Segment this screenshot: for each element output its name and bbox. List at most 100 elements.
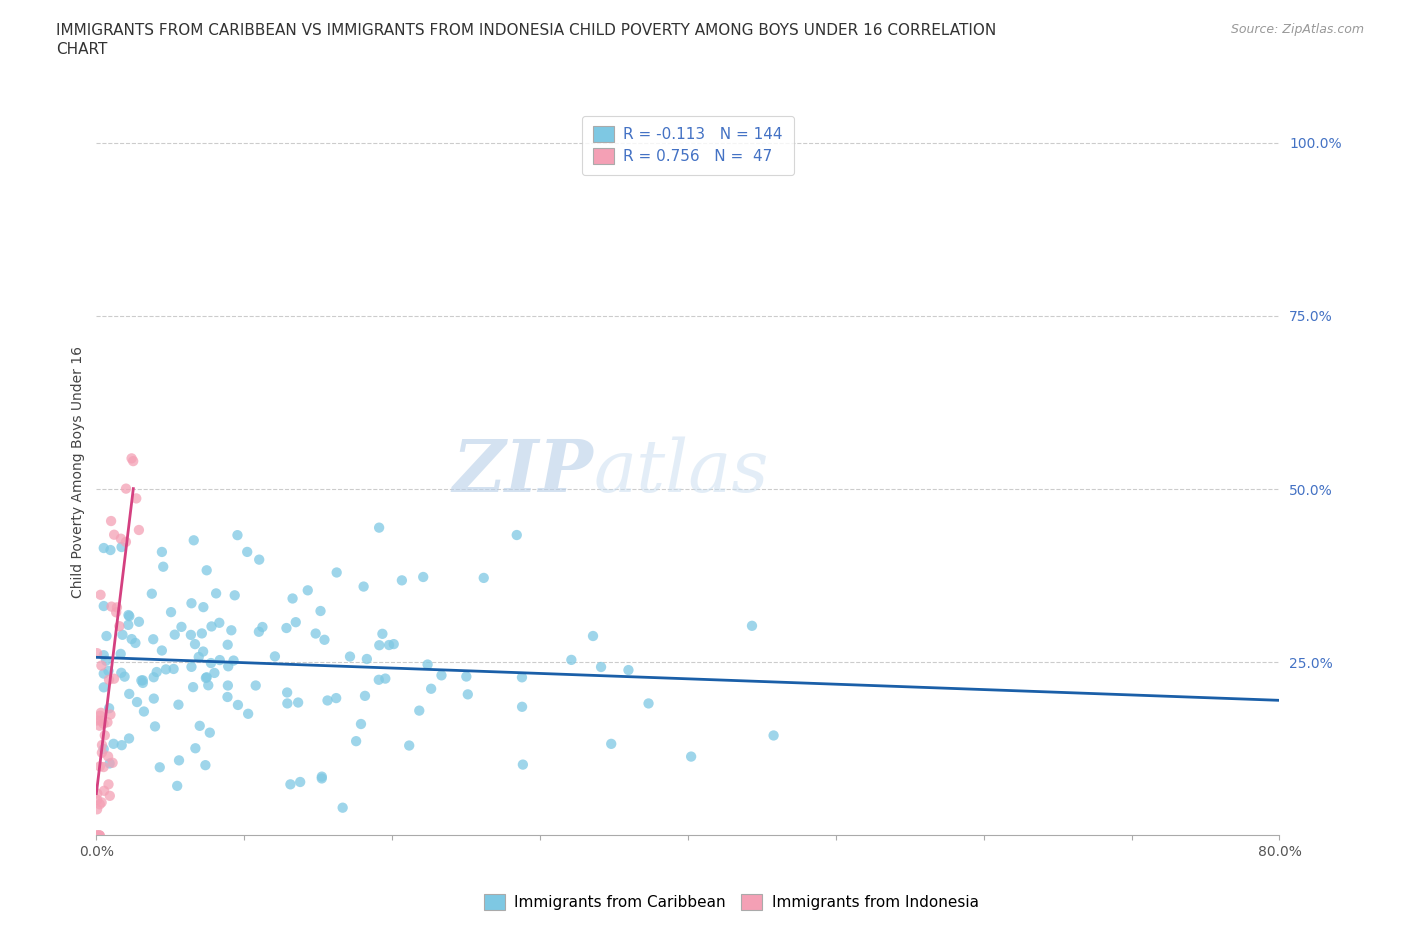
- Point: [86, 802, 108, 817]
- Point: [183, 533, 205, 548]
- Point: [98, 701, 121, 716]
- Text: Source: ZipAtlas.com: Source: ZipAtlas.com: [1230, 23, 1364, 36]
- Point: [582, 629, 605, 644]
- Point: [560, 653, 582, 668]
- Point: [86, 713, 108, 728]
- Legend: R = -0.113   N = 144, R = 0.756   N =  47: R = -0.113 N = 144, R = 0.756 N = 47: [582, 115, 793, 175]
- Point: [264, 649, 287, 664]
- Point: [96, 715, 118, 730]
- Point: [111, 737, 134, 752]
- Point: [217, 678, 239, 693]
- Point: [226, 698, 249, 712]
- Point: [124, 635, 146, 650]
- Point: [188, 718, 211, 733]
- Point: [101, 755, 124, 770]
- Point: [339, 649, 361, 664]
- Point: [276, 696, 298, 711]
- Point: [150, 544, 173, 559]
- Point: [236, 707, 259, 722]
- Point: [132, 673, 155, 688]
- Point: [344, 734, 367, 749]
- Point: [117, 607, 139, 622]
- Point: [90, 705, 112, 720]
- Point: [125, 695, 148, 710]
- Point: [132, 704, 155, 719]
- Point: [103, 527, 125, 542]
- Point: [108, 618, 131, 633]
- Text: IMMIGRANTS FROM CARIBBEAN VS IMMIGRANTS FROM INDONESIA CHILD POVERTY AMONG BOYS : IMMIGRANTS FROM CARIBBEAN VS IMMIGRANTS …: [56, 23, 997, 38]
- Point: [457, 687, 479, 702]
- Text: atlas: atlas: [593, 436, 769, 507]
- Point: [224, 588, 246, 603]
- Point: [247, 552, 270, 567]
- Point: [152, 559, 174, 574]
- Y-axis label: Child Poverty Among Boys Under 16: Child Poverty Among Boys Under 16: [72, 346, 86, 598]
- Point: [89, 709, 111, 724]
- Point: [103, 737, 125, 751]
- Point: [382, 637, 405, 652]
- Point: [305, 626, 328, 641]
- Point: [472, 570, 495, 585]
- Point: [89, 828, 111, 843]
- Point: [350, 717, 373, 732]
- Point: [110, 646, 132, 661]
- Point: [96, 629, 118, 644]
- Point: [89, 797, 111, 812]
- Point: [416, 658, 439, 672]
- Point: [332, 800, 354, 815]
- Point: [118, 686, 141, 701]
- Point: [114, 670, 136, 684]
- Point: [89, 759, 111, 774]
- Point: [378, 638, 401, 653]
- Point: [93, 680, 115, 695]
- Point: [97, 777, 120, 791]
- Point: [111, 628, 134, 643]
- Point: [408, 703, 430, 718]
- Point: [110, 665, 132, 680]
- Point: [284, 615, 307, 630]
- Legend: Immigrants from Caribbean, Immigrants from Indonesia: Immigrants from Caribbean, Immigrants fr…: [477, 886, 986, 918]
- Point: [122, 454, 145, 469]
- Point: [93, 760, 115, 775]
- Point: [93, 716, 115, 731]
- Point: [398, 738, 420, 753]
- Point: [163, 627, 186, 642]
- Point: [506, 527, 529, 542]
- Point: [762, 728, 785, 743]
- Point: [98, 789, 121, 804]
- Text: CHART: CHART: [56, 42, 108, 57]
- Point: [128, 523, 150, 538]
- Point: [391, 573, 413, 588]
- Point: [194, 671, 217, 685]
- Point: [100, 513, 122, 528]
- Point: [142, 631, 165, 646]
- Point: [195, 670, 218, 684]
- Point: [90, 658, 112, 673]
- Point: [247, 624, 270, 639]
- Point: [589, 659, 612, 674]
- Point: [93, 540, 115, 555]
- Point: [200, 656, 222, 671]
- Point: [150, 643, 173, 658]
- Point: [309, 604, 332, 618]
- Point: [110, 539, 132, 554]
- Point: [160, 604, 183, 619]
- Point: [93, 783, 115, 798]
- Point: [420, 682, 443, 697]
- Point: [86, 828, 108, 843]
- Point: [86, 828, 108, 843]
- Point: [118, 609, 141, 624]
- Point: [118, 731, 141, 746]
- Point: [311, 769, 333, 784]
- Point: [205, 586, 228, 601]
- Point: [155, 662, 177, 677]
- Point: [132, 675, 155, 690]
- Point: [162, 661, 184, 676]
- Point: [245, 678, 267, 693]
- Point: [142, 670, 165, 684]
- Point: [430, 668, 453, 683]
- Point: [90, 713, 112, 728]
- Point: [356, 652, 378, 667]
- Point: [217, 689, 239, 704]
- Point: [510, 699, 533, 714]
